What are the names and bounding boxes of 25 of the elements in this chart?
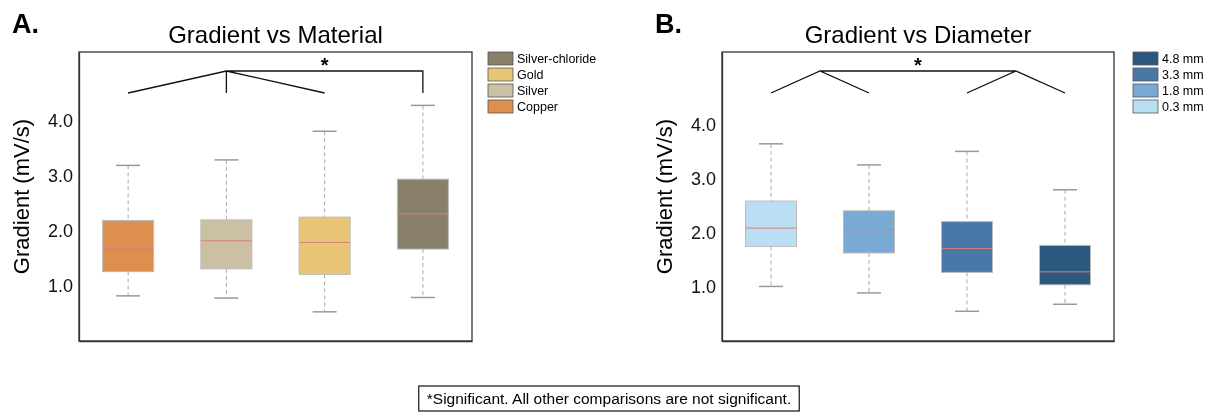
- annotation: *: [914, 54, 923, 76]
- annotation: *: [320, 54, 329, 76]
- legend-label: 4.8 mm: [1162, 52, 1204, 66]
- y-tick-label: 2.0: [690, 223, 716, 244]
- legend-label: 0.3 mm: [1162, 100, 1204, 114]
- chart-title: Gradient vs Material: [168, 21, 383, 48]
- legend-label: Silver: [517, 84, 549, 98]
- legend-label: Copper: [517, 100, 558, 114]
- y-tick-label: 1.0: [690, 277, 716, 298]
- legend-label: 1.8 mm: [1162, 84, 1204, 98]
- y-tick-label: 3.0: [47, 166, 73, 187]
- chart-title: Gradient vs Diameter: [804, 21, 1032, 48]
- y-axis-title: Gradient (mV/s): [652, 118, 677, 275]
- y-tick-label: 1.0: [47, 276, 73, 297]
- legend-label: Gold: [517, 68, 544, 82]
- y-tick-label: 2.0: [47, 221, 73, 242]
- text: *Significant. All other comparisons are not significant.: [426, 390, 792, 407]
- y-tick-label: 4.0: [690, 115, 716, 136]
- legend-label: 3.3 mm: [1162, 68, 1204, 82]
- legend-label: Silver-chloride: [517, 52, 597, 66]
- y-tick-label: 3.0: [690, 169, 716, 190]
- y-axis-title: Gradient (mV/s): [9, 118, 34, 275]
- text: A.: [12, 9, 39, 39]
- y-tick-label: 4.0: [47, 111, 73, 132]
- text: B.: [655, 9, 682, 39]
